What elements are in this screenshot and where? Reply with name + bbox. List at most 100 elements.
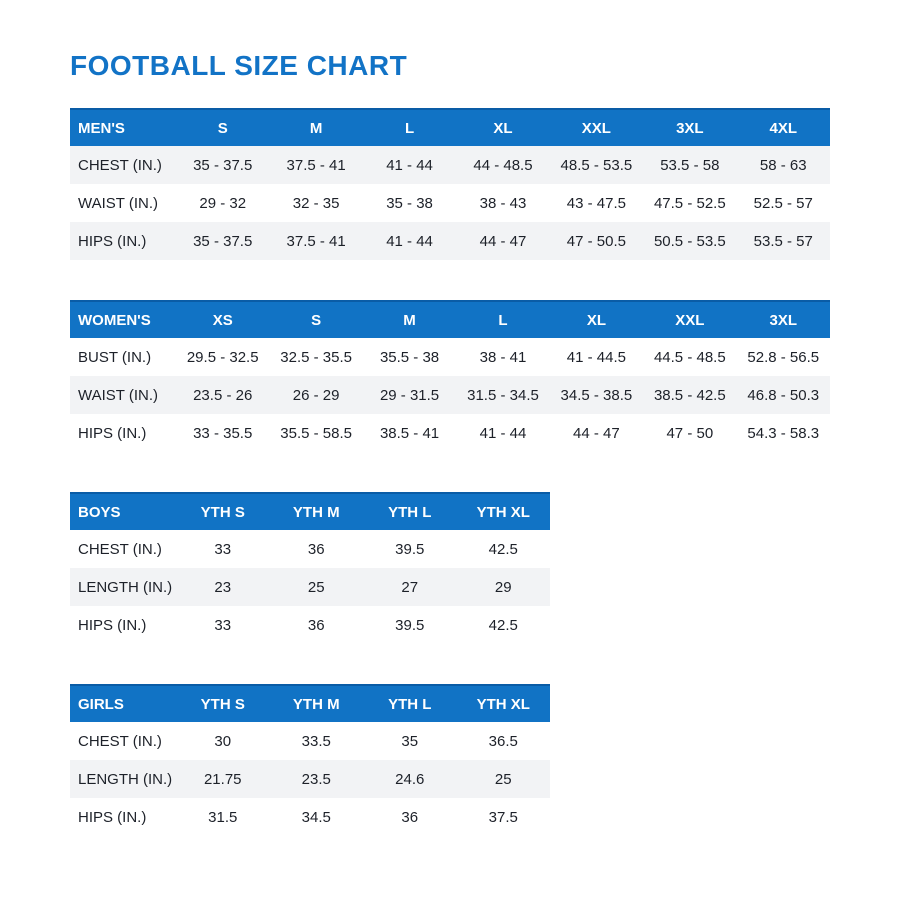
cell: 36.5	[488, 732, 518, 750]
table-row: WAIST (IN.) 23.5 - 26 26 - 29 29 - 31.5 31.5…	[70, 376, 830, 414]
size-header-mens-4: XXL	[549, 108, 644, 146]
size-header-boys-1: YTH M	[269, 492, 363, 530]
cell: 53.5 - 57	[736, 222, 830, 260]
cell: 47.5 - 52.5	[653, 194, 726, 212]
cell: 34.5 - 38.5	[549, 376, 644, 414]
cell: 41 - 44	[362, 222, 457, 260]
tables-container: MEN'S S M L XL XXL 3XL 4XL CHEST (IN.) 35 - 37.5 3…	[70, 108, 830, 836]
size-table-mens: MEN'S S M L XL XXL 3XL 4XL CHEST (IN.) 35 - 37.5 3…	[70, 108, 830, 260]
size-header-boys-0: YTH S	[176, 492, 270, 530]
table-row: LENGTH (IN.) 21.75 23.5 24.6 25	[70, 760, 550, 798]
cell: 37.5 - 41	[269, 146, 363, 184]
size-header-womens-2: M	[362, 300, 457, 338]
cell: 24.6	[363, 760, 457, 798]
cell: 27	[363, 568, 457, 606]
cell: 26 - 29	[269, 376, 363, 414]
cell: 58 - 63	[736, 146, 830, 184]
size-header-boys-2: YTH L	[363, 492, 457, 530]
size-chart-page: FOOTBALL SIZE CHART MEN'S S M L XL XXL 3XL 4XL C…	[70, 50, 830, 836]
cell: 29	[456, 568, 550, 606]
cell: 36	[401, 808, 419, 826]
cell: 38.5 - 42.5	[643, 376, 737, 414]
cell: 41 - 44.5	[566, 348, 626, 366]
row-label: WAIST (IN.)	[78, 194, 158, 212]
cell: 44 - 47	[573, 424, 620, 442]
header-row-womens: WOMEN'S XS S M L XL XXL 3XL	[70, 300, 830, 338]
cell: 31.5	[208, 808, 238, 826]
cell: 39.5	[395, 540, 425, 558]
cell: 46.8 - 50.3	[736, 376, 830, 414]
size-header-girls-0: YTH S	[176, 684, 270, 722]
page-title: FOOTBALL SIZE CHART	[70, 50, 408, 81]
table-row: CHEST (IN.) 35 - 37.5 37.5 - 41 41 - 44 44 -…	[70, 146, 830, 184]
cell: 35.5 - 58.5	[280, 424, 352, 442]
size-header-womens-1: S	[269, 300, 363, 338]
cell: 36	[307, 540, 325, 558]
cell: 42.5	[488, 540, 518, 558]
cell: 23	[176, 568, 270, 606]
cell: 35 - 37.5	[176, 146, 270, 184]
cell: 23.5	[269, 760, 363, 798]
header-row-girls: GIRLS YTH S YTH M YTH L YTH XL	[70, 684, 550, 722]
group-label-womens: WOMEN'S	[70, 300, 176, 338]
cell: 34.5	[301, 808, 331, 826]
cell: 33	[214, 616, 232, 634]
cell: 39.5	[395, 616, 425, 634]
table-row: HIPS (IN.) 33 36 39.5 42.5	[70, 606, 550, 644]
table-row: HIPS (IN.) 31.5 34.5 36 37.5	[70, 798, 550, 836]
row-label: LENGTH (IN.)	[70, 568, 176, 606]
cell: 44.5 - 48.5	[653, 348, 726, 366]
size-table-girls: GIRLS YTH S YTH M YTH L YTH XL CHEST (IN.) 30 3…	[70, 684, 550, 836]
cell: 54.3 - 58.3	[747, 424, 820, 442]
cell: 36	[307, 616, 325, 634]
size-table-boys: BOYS YTH S YTH M YTH L YTH XL CHEST (IN.) 33 36…	[70, 492, 550, 644]
cell: 32.5 - 35.5	[280, 348, 352, 366]
cell: 52.8 - 56.5	[747, 348, 820, 366]
cell: 25	[456, 760, 550, 798]
size-header-mens-1: M	[269, 108, 363, 146]
row-label: HIPS (IN.)	[78, 616, 147, 634]
cell: 33 - 35.5	[193, 424, 253, 442]
cell: 41 - 44	[479, 424, 527, 442]
cell: 43 - 47.5	[566, 194, 626, 212]
row-label: HIPS (IN.)	[70, 222, 176, 260]
group-label-mens: MEN'S	[70, 108, 176, 146]
size-header-boys-3: YTH XL	[456, 492, 550, 530]
cell: 44 - 48.5	[456, 146, 550, 184]
group-label-boys: BOYS	[70, 492, 176, 530]
size-header-womens-5: XXL	[643, 300, 737, 338]
size-header-girls-1: YTH M	[269, 684, 363, 722]
table-row: CHEST (IN.) 33 36 39.5 42.5	[70, 530, 550, 568]
row-label: HIPS (IN.)	[78, 424, 147, 442]
cell: 48.5 - 53.5	[549, 146, 644, 184]
cell: 44 - 47	[456, 222, 550, 260]
row-label: BUST (IN.)	[78, 348, 152, 366]
cell: 29.5 - 32.5	[186, 348, 259, 366]
size-header-girls-3: YTH XL	[456, 684, 550, 722]
cell: 47 - 50	[666, 424, 714, 442]
table-row: WAIST (IN.) 29 - 32 32 - 35 35 - 38 38 - 43 4…	[70, 184, 830, 222]
cell: 21.75	[176, 760, 270, 798]
cell: 25	[269, 568, 363, 606]
size-header-mens-6: 4XL	[736, 108, 830, 146]
group-label-girls: GIRLS	[70, 684, 176, 722]
cell: 29 - 31.5	[362, 376, 457, 414]
cell: 32 - 35	[292, 194, 340, 212]
table-row: CHEST (IN.) 30 33.5 35 36.5	[70, 722, 550, 760]
table-row: HIPS (IN.) 33 - 35.5 35.5 - 58.5 38.5 - 41 4…	[70, 414, 830, 452]
cell: 29 - 32	[199, 194, 247, 212]
header-row-boys: BOYS YTH S YTH M YTH L YTH XL	[70, 492, 550, 530]
row-label: WAIST (IN.)	[70, 376, 176, 414]
cell: 38 - 41	[479, 348, 527, 366]
cell: 35.5 - 38	[379, 348, 440, 366]
cell: 37.5	[488, 808, 518, 826]
cell: 30	[214, 732, 232, 750]
size-header-mens-2: L	[362, 108, 457, 146]
size-header-mens-3: XL	[456, 108, 550, 146]
cell: 33	[214, 540, 232, 558]
cell: 42.5	[488, 616, 518, 634]
cell: 53.5 - 58	[643, 146, 737, 184]
cell: 50.5 - 53.5	[643, 222, 737, 260]
cell: 23.5 - 26	[176, 376, 270, 414]
